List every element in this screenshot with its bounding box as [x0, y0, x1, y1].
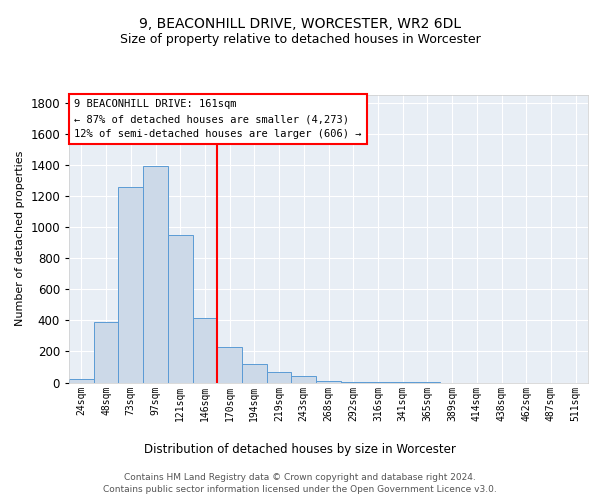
Bar — [69, 380, 94, 382]
Text: Contains public sector information licensed under the Open Government Licence v3: Contains public sector information licen… — [103, 485, 497, 494]
Bar — [292, 376, 316, 382]
Y-axis label: Number of detached properties: Number of detached properties — [14, 151, 25, 326]
Bar — [217, 347, 242, 382]
Bar — [242, 364, 267, 382]
Bar — [168, 235, 193, 382]
Bar — [143, 166, 168, 382]
Bar — [267, 372, 292, 382]
Text: 9 BEACONHILL DRIVE: 161sqm
← 87% of detached houses are smaller (4,273)
12% of s: 9 BEACONHILL DRIVE: 161sqm ← 87% of deta… — [74, 100, 362, 139]
Bar — [94, 322, 118, 382]
Text: Contains HM Land Registry data © Crown copyright and database right 2024.: Contains HM Land Registry data © Crown c… — [124, 472, 476, 482]
Text: 9, BEACONHILL DRIVE, WORCESTER, WR2 6DL: 9, BEACONHILL DRIVE, WORCESTER, WR2 6DL — [139, 18, 461, 32]
Bar — [193, 318, 217, 382]
Text: Distribution of detached houses by size in Worcester: Distribution of detached houses by size … — [144, 442, 456, 456]
Bar — [316, 381, 341, 382]
Bar — [118, 186, 143, 382]
Text: Size of property relative to detached houses in Worcester: Size of property relative to detached ho… — [119, 32, 481, 46]
